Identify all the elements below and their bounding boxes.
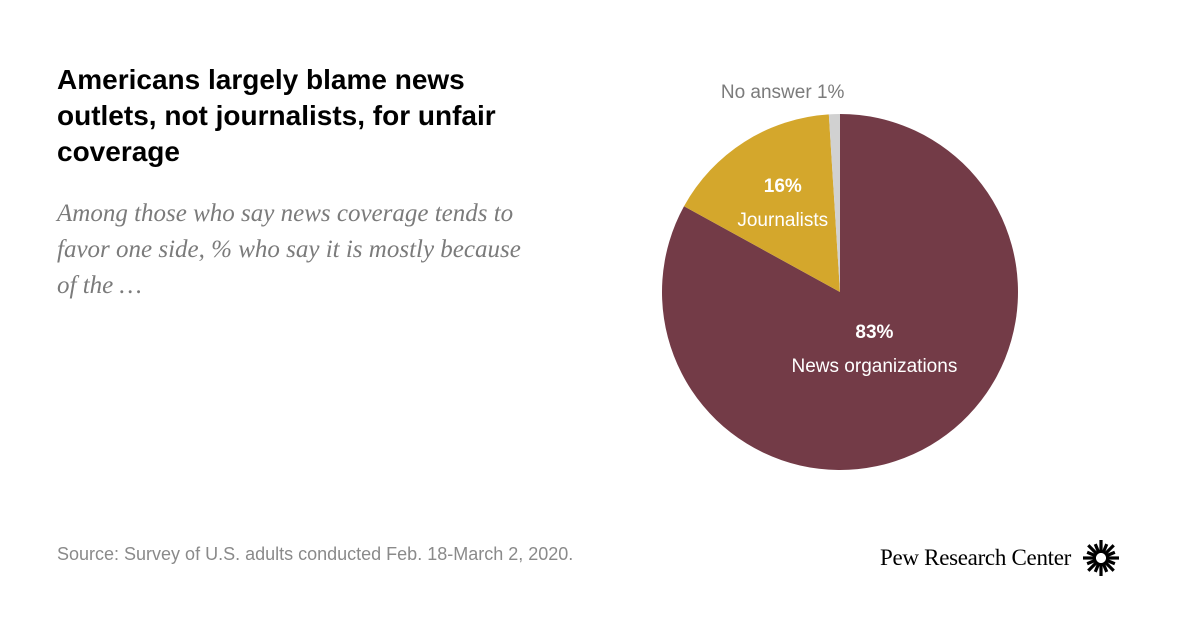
pew-burst-icon <box>1083 540 1120 576</box>
pie-slice-2 <box>828 114 840 292</box>
brand-logo: Pew Research Center <box>880 538 1121 578</box>
slice-name-label-0: News organizations <box>792 356 958 377</box>
source-note: Source: Survey of U.S. adults conducted … <box>57 544 574 564</box>
chart-subtitle: Among those who say news coverage tends … <box>57 200 521 299</box>
slice-value-label-1: 16% <box>764 176 802 197</box>
slice-value-label-0: 83% <box>855 322 893 343</box>
slice-name-label-1: Journalists <box>737 210 828 231</box>
chart-title: Americans largely blame news outlets, no… <box>57 64 496 167</box>
slice-label-2: No answer 1% <box>721 82 845 103</box>
pie-slice-1 <box>684 114 840 292</box>
pie-labels: 83% News organizations 16% Journalists No an… <box>721 82 957 377</box>
brand-name: Pew Research Center <box>880 545 1072 570</box>
pie-slices <box>661 114 1019 470</box>
